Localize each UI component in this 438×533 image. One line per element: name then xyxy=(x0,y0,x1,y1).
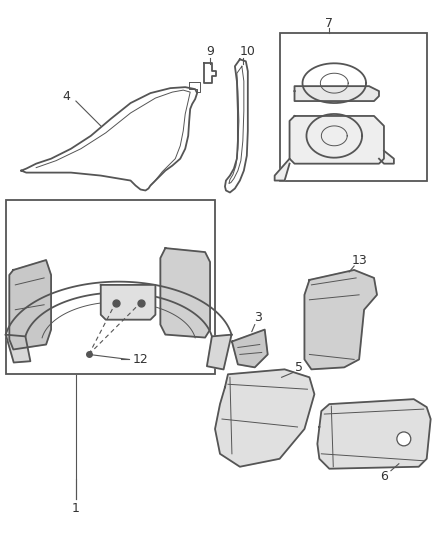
Polygon shape xyxy=(289,116,383,164)
Text: 5: 5 xyxy=(295,361,303,374)
Bar xyxy=(279,34,426,181)
Text: 1: 1 xyxy=(72,502,80,515)
Text: 9: 9 xyxy=(206,45,213,58)
Text: 10: 10 xyxy=(239,45,255,58)
Text: 4: 4 xyxy=(62,90,70,102)
Polygon shape xyxy=(231,329,267,367)
Text: 12: 12 xyxy=(132,353,148,366)
Polygon shape xyxy=(160,248,209,337)
Polygon shape xyxy=(206,335,231,369)
Text: 7: 7 xyxy=(325,17,332,30)
Polygon shape xyxy=(304,270,376,369)
Polygon shape xyxy=(294,86,378,101)
Polygon shape xyxy=(378,151,393,164)
Bar xyxy=(6,200,215,374)
Polygon shape xyxy=(215,369,314,467)
Text: 6: 6 xyxy=(379,470,387,483)
Polygon shape xyxy=(317,399,430,469)
Polygon shape xyxy=(6,335,30,362)
Polygon shape xyxy=(9,260,51,350)
Text: 3: 3 xyxy=(253,311,261,324)
Text: 13: 13 xyxy=(350,254,366,266)
Polygon shape xyxy=(101,285,155,320)
Circle shape xyxy=(396,432,410,446)
Polygon shape xyxy=(274,159,289,181)
